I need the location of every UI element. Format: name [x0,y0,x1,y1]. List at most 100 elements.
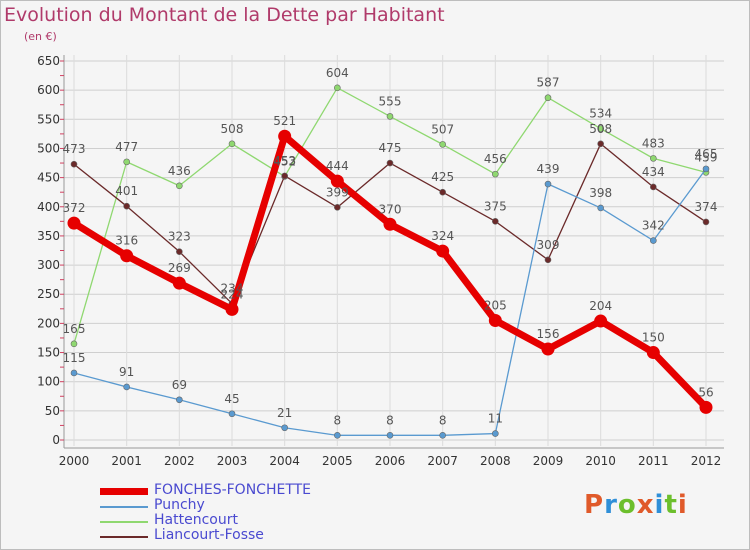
grid-lines [64,55,724,446]
series-punchy-value-label: 115 [63,351,86,365]
series-layer [67,84,713,439]
series-punchy-value-label: 439 [537,162,560,176]
series-fonches-fonchette-point [541,342,555,356]
series-liancourt-fosse-point [650,183,657,191]
series-liancourt-fosse-point [544,256,552,264]
x-tick-label: 2001 [111,454,142,468]
series-hattencourt-point [439,141,446,148]
legend-swatch [100,521,148,523]
x-tick-label: 2009 [533,454,564,468]
logo-letter: i [654,490,665,520]
series-hattencourt-value-label: 452 [273,154,296,168]
series-hattencourt-point [492,170,499,178]
logo-letter: P [584,490,605,520]
x-tick-label: 2002 [164,454,195,468]
series-fonches-fonchette-point [172,276,186,290]
series-liancourt-fosse-point [492,218,499,225]
y-tick-label: 650 [37,54,60,68]
series-punchy-point [439,432,446,439]
logo-letter: i [677,490,688,520]
data-labels-layer: 1654774365084526045555074565875344834594… [63,66,718,428]
series-liancourt-fosse-value-label: 374 [695,200,718,214]
y-tick-label: 100 [37,375,60,389]
series-punchy-point [228,410,236,418]
series-fonches-fonchette-point [488,313,502,327]
series-fonches-fonchette-value-label: 444 [326,159,349,173]
series-punchy-value-label: 91 [119,365,134,379]
series-punchy-point [702,165,710,173]
series-hattencourt-value-label: 604 [326,66,349,80]
series-liancourt-fosse-point [702,218,710,226]
line-chart: 0 50 100 150 200 250 300 350 400 450 500 550 600 650 2… [37,54,724,468]
y-tick-label: 400 [37,200,60,214]
series-punchy-value-label: 45 [224,392,239,406]
series-hattencourt-point [123,158,130,166]
series-fonches-fonchette-value-label: 150 [642,331,665,345]
series-punchy-point [281,424,288,432]
series-hattencourt-point [386,113,394,120]
logo-letter: r [604,490,618,520]
series-punchy-point [334,432,341,439]
series-hattencourt-value-label: 555 [379,94,402,108]
x-tick-label: 2003 [217,454,248,468]
series-liancourt-fosse-value-label: 323 [168,230,191,244]
series-punchy-point [492,430,499,437]
y-tick-label: 350 [37,229,60,243]
series-liancourt-fosse-point [70,160,78,168]
series-fonches-fonchette-value-label: 372 [63,201,86,215]
series-liancourt-fosse-value-label: 234 [221,282,244,296]
y-tick-label: 250 [37,287,60,301]
y-tick-label: 200 [37,316,60,330]
y-tick-label: 50 [45,404,60,418]
series-punchy-value-label: 8 [334,413,342,427]
x-tick-label: 2007 [427,454,458,468]
series-punchy-point [544,180,552,188]
series-hattencourt-value-label: 459 [695,150,718,164]
y-tick-label: 500 [37,141,60,155]
series-liancourt-fosse-point [281,172,288,180]
y-tick-label: 550 [37,112,60,126]
series-fonches-fonchette-point [120,249,134,263]
series-fonches-fonchette-value-label: 205 [484,298,507,312]
series-fonches-fonchette-value-label: 324 [431,229,454,243]
legend-label: FONCHES-FONCHETTE [154,482,312,498]
series-fonches-fonchette-value-label: 269 [168,261,191,275]
series-fonches-fonchette-value-label: 521 [273,114,296,128]
series-hattencourt-value-label: 508 [221,122,244,136]
legend-swatch [100,488,148,495]
logo-letter: o [617,490,637,520]
series-fonches-fonchette-value-label: 224 [221,287,244,301]
legend-label: Liancourt-Fosse [154,527,264,543]
series-hattencourt-value-label: 436 [168,164,191,178]
x-tick-label: 2006 [375,454,406,468]
x-tick-label: 2005 [322,454,353,468]
series-hattencourt-point [334,84,341,92]
series-hattencourt-point [597,125,604,132]
series-liancourt-fosse-point [176,248,183,255]
series-hattencourt-point [544,94,552,102]
series-punchy-point [597,204,604,212]
series-hattencourt-value-label: 165 [63,322,86,336]
series-punchy-value-label: 465 [695,147,718,161]
series-hattencourt-value-label: 587 [537,76,560,90]
y-tick-label: 300 [37,258,60,272]
series-fonches-fonchette-value-label: 56 [698,385,713,399]
x-tick-label: 2010 [585,454,616,468]
x-tick-label: 2004 [269,454,300,468]
series-hattencourt-point [228,140,236,148]
series-liancourt-fosse-value-label: 425 [431,170,454,184]
series-punchy-value-label: 11 [488,412,503,426]
series-punchy-point [650,237,657,244]
series-fonches-fonchette-point [436,244,450,258]
series-liancourt-fosse-value-label: 453 [273,154,296,168]
series-hattencourt-value-label: 477 [115,140,138,154]
series-fonches-fonchette-point [225,302,239,316]
x-tick-label: 2011 [638,454,669,468]
x-tick-label: 2012 [691,454,722,468]
series-punchy-point [176,396,183,404]
x-tick-label: 2008 [480,454,511,468]
logo-letter: x [636,490,655,520]
series-liancourt-fosse-point [123,202,130,210]
y-tick-label: 0 [52,433,60,447]
